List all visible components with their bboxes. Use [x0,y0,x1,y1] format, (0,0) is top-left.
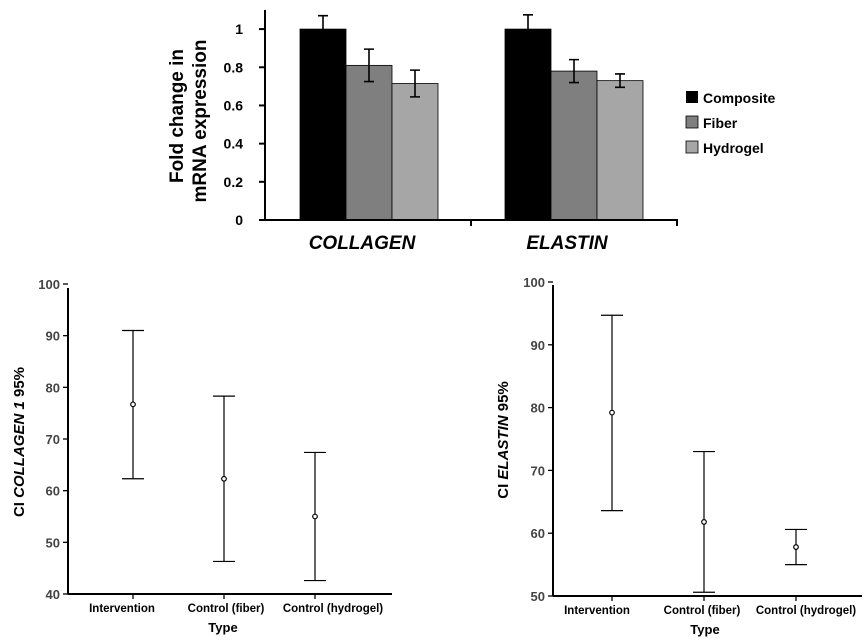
legend-swatch-composite [686,91,698,103]
ci-collagen-x-label-hydrogel: Control (hydrogel) [283,603,383,615]
ci-elastin-chart: 50 60 70 80 90 100 Intervention Control (fibe… [495,275,862,637]
bar-y-tick-label: 0.6 [224,97,244,113]
ci-elastin-errorbars [601,314,807,593]
ci-collagen-errorbars [122,329,326,582]
bar-fiber-elastin [550,70,598,221]
ci-collagen-x-axis-label: Type [208,620,237,635]
ci-elastin-x-label-hydrogel: Control (hydrogel) [756,605,856,617]
bar-composite-elastin [504,28,552,221]
bar-y-tick-label: 0.4 [224,136,244,152]
ci-y-tick-label: 90 [531,338,545,353]
ci-elastin-y-axis-label: CI ELASTIN 95% [495,381,512,499]
ci-collagen-y-label-suffix: 95% [11,367,28,401]
errorbar-hydrogel-collagen [410,69,420,98]
legend-swatch-fiber [685,115,699,129]
bar-y-tick-label: 0 [235,212,243,228]
ci-mean-point-1 [221,475,227,482]
ci-mean-point-1 [701,518,707,525]
errorbar-hydrogel-elastin [615,73,625,89]
errorbar-fiber-collagen [364,48,374,83]
ci-collagen-x-label-intervention: Intervention [89,603,155,615]
bar-hydrogel-elastin [596,80,644,221]
bar-category-label-elastin: ELASTIN [526,233,609,254]
bar-fiber-collagen [345,64,393,221]
bar-legend: Composite Fiber Hydrogel [685,90,776,156]
ci-collagen-y-label-italic: COLLAGEN 1 [11,401,28,498]
ci-collagen-y-axis-label: CI COLLAGEN 1 95% [11,367,28,517]
bar-y-tick-label: 0.8 [224,59,244,75]
bar-chart-ticks: 0 0.2 0.4 0.6 0.8 1 [224,21,678,228]
bar-y-axis-label-line1: Fold change in [167,49,188,183]
ci-y-tick-label: 80 [531,401,545,416]
bar-hydrogel-collagen [391,83,439,221]
bar-y-axis-label-line2: mRNA expression [190,40,211,203]
bar-y-tick-label: 0.2 [224,174,244,190]
legend-swatch-hydrogel [685,140,699,154]
ci-y-tick-label: 50 [46,535,60,550]
legend-label-hydrogel: Hydrogel [703,140,764,156]
ci-elastin-x-axis-label: Type [690,622,719,637]
ci-y-tick-label: 100 [38,277,60,292]
ci-collagen-ticks: 40 50 60 70 80 90 100 [38,277,316,602]
ci-mean-point-2 [312,513,318,520]
legend-label-composite: Composite [703,90,776,106]
ci-mean-point-0 [130,401,136,408]
bar-composite-collagen [299,28,347,221]
ci-y-tick-label: 80 [46,380,60,395]
ci-collagen-y-label-prefix: CI [11,498,28,517]
ci-collagen-chart: 40 50 60 70 80 90 100 Intervention Control (fi… [11,277,392,635]
ci-y-tick-label: 60 [46,484,60,499]
ci-elastin-x-label-fiber: Control (fiber) [664,605,741,617]
ci-mean-point-0 [609,409,615,416]
bar-chart: 0 0.2 0.4 0.6 0.8 1 Fold change in mRNA expre… [167,10,776,254]
bar-y-tick-label: 1 [235,21,243,37]
ci-mean-point-2 [793,544,799,550]
ci-collagen-x-label-fiber: Control (fiber) [188,603,265,615]
errorbar-composite-collagen [318,14,328,44]
ci-y-tick-label: 70 [46,432,60,447]
bar-category-label-collagen: COLLAGEN [309,233,417,254]
errorbar-composite-elastin [523,13,533,45]
ci-elastin-ticks: 50 60 70 80 90 100 [523,275,797,604]
ci-elastin-y-label-italic: ELASTIN [495,414,512,479]
ci-y-tick-label: 50 [531,589,545,604]
ci-y-tick-label: 100 [523,275,545,290]
ci-y-tick-label: 70 [531,463,545,478]
ci-y-tick-label: 90 [46,329,60,344]
ci-elastin-y-label-suffix: 95% [495,381,512,415]
bar-chart-bars [299,13,644,221]
ci-y-tick-label: 60 [531,526,545,541]
ci-elastin-x-label-intervention: Intervention [564,605,630,617]
errorbar-fiber-elastin [569,58,579,84]
legend-label-fiber: Fiber [703,115,738,131]
ci-elastin-y-label-prefix: CI [495,480,512,499]
ci-y-tick-label: 40 [46,587,60,602]
